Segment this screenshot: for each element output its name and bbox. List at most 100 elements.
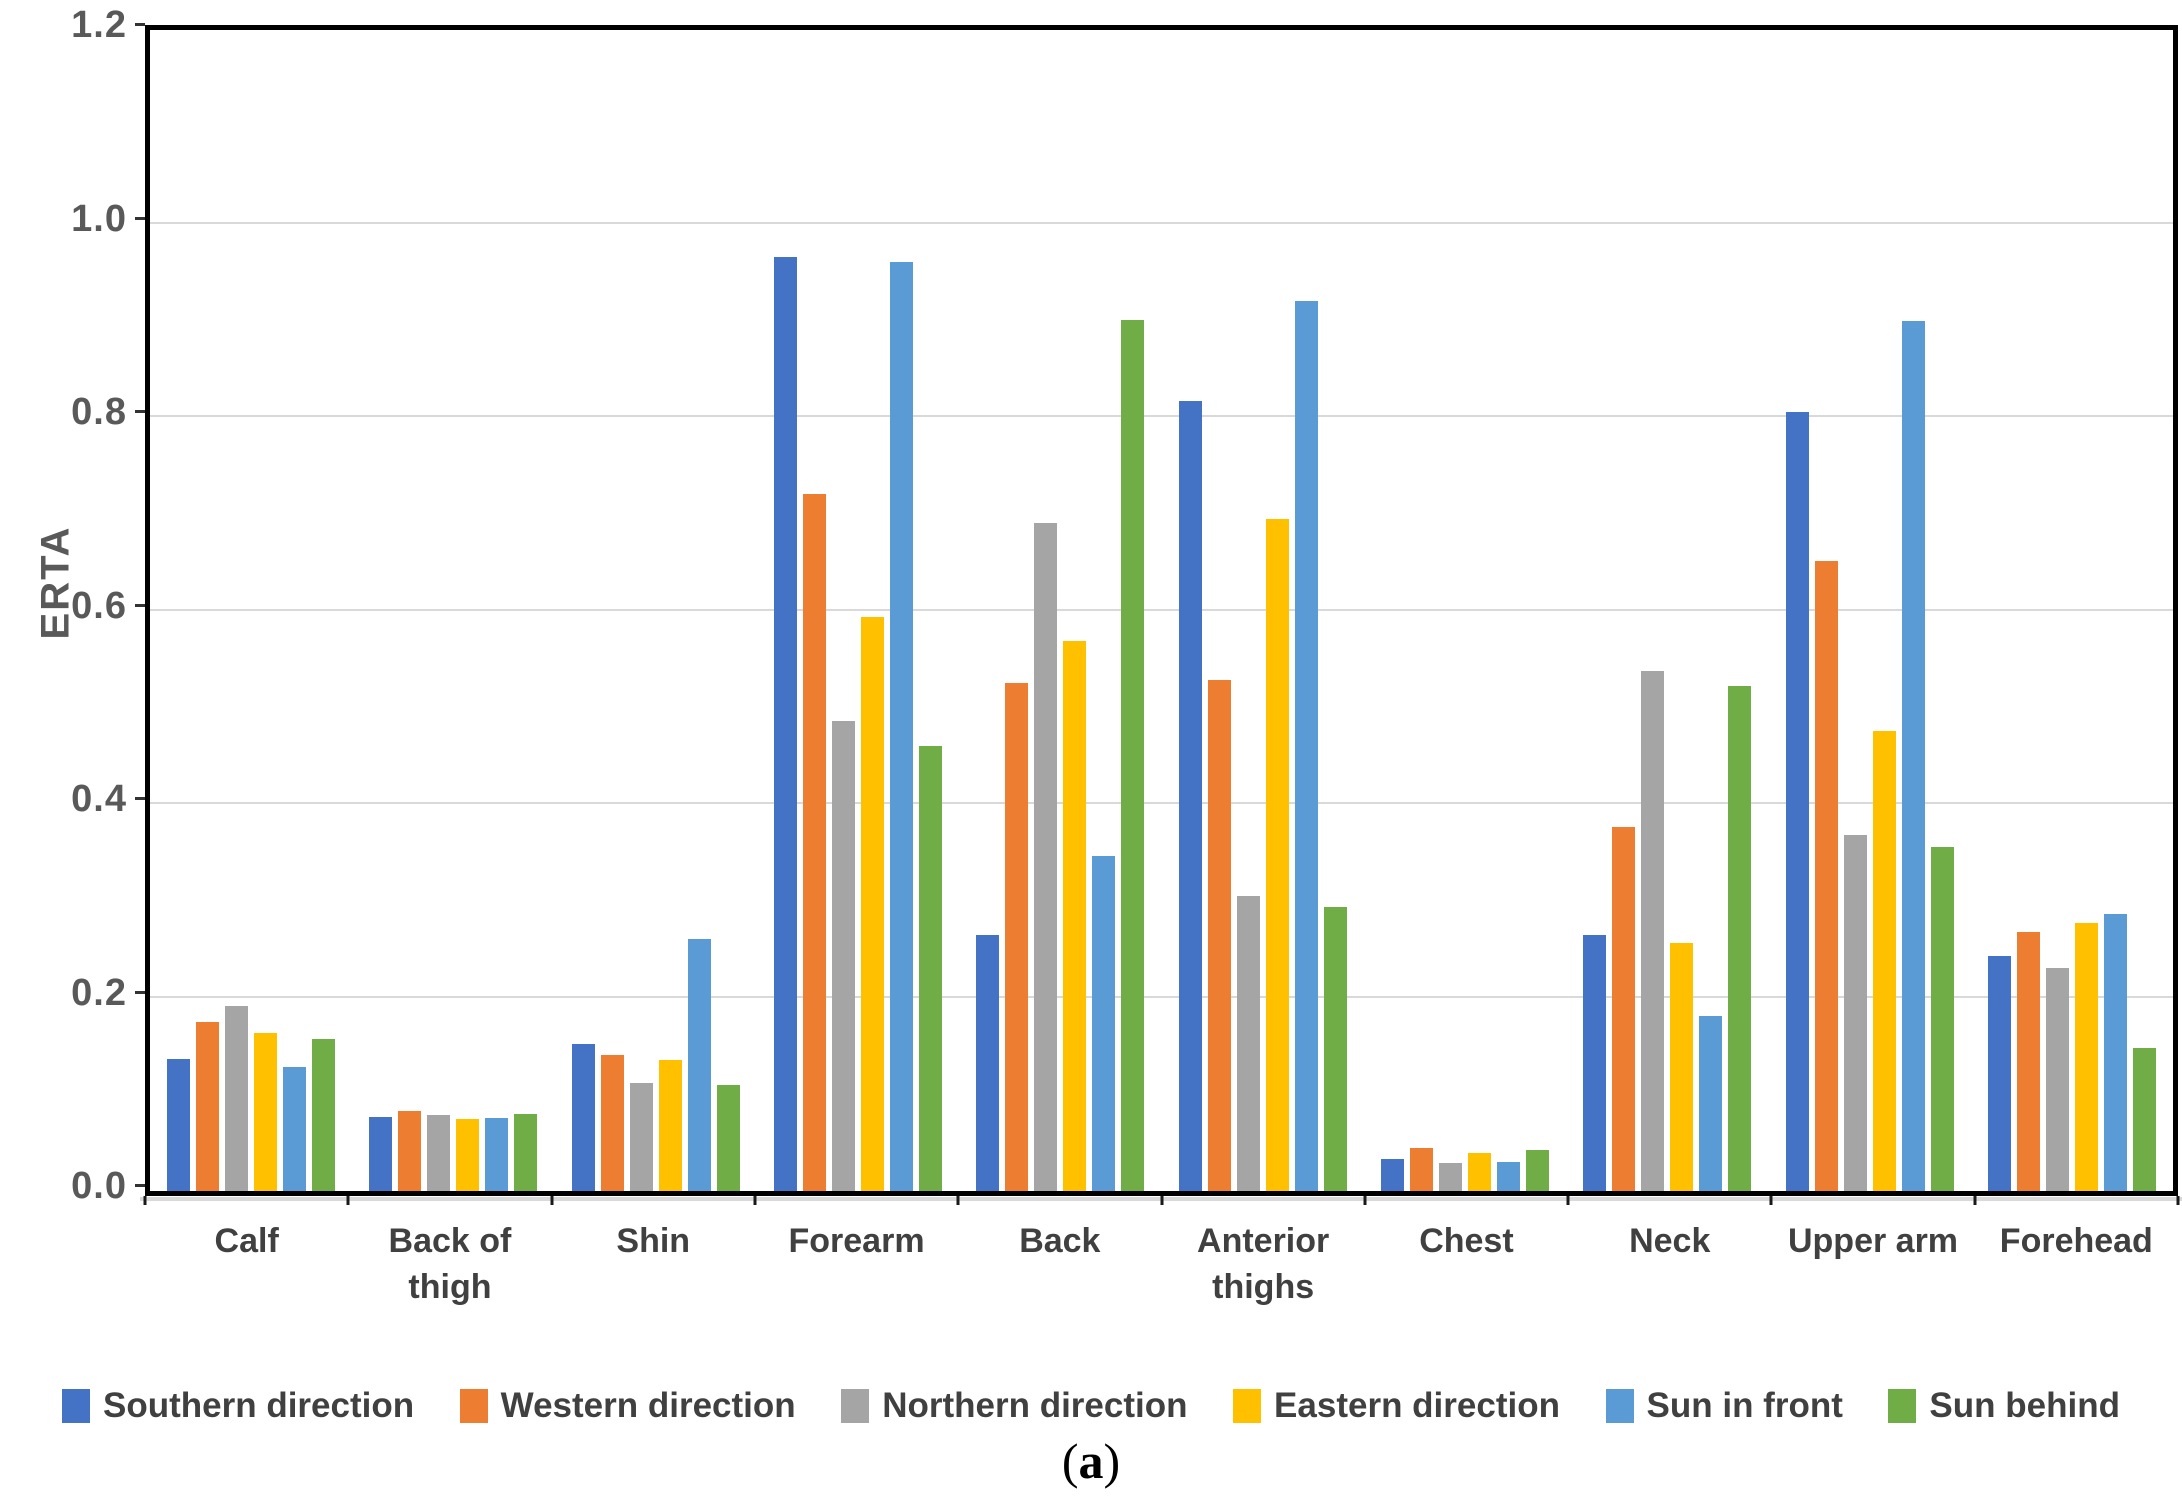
- bar-anterior-thighs-sun-in-front: [1294, 300, 1318, 1191]
- bar-forehead-northern-direction: [2045, 968, 2069, 1191]
- legend-label-sun-behind: Sun behind: [1929, 1386, 2120, 1425]
- bar-chest-southern-direction: [1380, 1159, 1404, 1191]
- bar-calf-eastern-direction: [254, 1033, 278, 1191]
- bar-forearm-southern-direction: [774, 257, 798, 1191]
- legend-swatch-southern-direction: [62, 1389, 90, 1423]
- y-axis-tick-marks: [133, 23, 145, 1187]
- bar-back-sun-in-front: [1092, 856, 1116, 1191]
- legend-label-eastern-direction: Eastern direction: [1274, 1386, 1560, 1425]
- category-group-back-of-thigh: [352, 30, 554, 1191]
- x-label-back-of-thigh: Back of thigh: [348, 1218, 551, 1310]
- x-label-anterior-thighs: Anterior thighs: [1161, 1218, 1364, 1310]
- y-tick-label-0.8: 0.8: [71, 391, 127, 433]
- bar-shin-northern-direction: [629, 1082, 653, 1191]
- y-tick-mark-0.2: [135, 990, 145, 994]
- x-axis-category-labels: Calf Back of thigh Shin Forearm Back Anterior t…: [145, 1218, 2178, 1310]
- bar-back-southern-direction: [976, 934, 1000, 1191]
- bar-back-northern-direction: [1034, 523, 1058, 1191]
- gridline-0.6: [150, 608, 2173, 611]
- legend-item-eastern-direction: Eastern direction: [1233, 1386, 1560, 1426]
- x-label-upper-arm: Upper arm: [1771, 1218, 1974, 1310]
- x-label-line: thigh: [408, 1268, 492, 1306]
- bar-forehead-western-direction: [2016, 931, 2040, 1191]
- x-tick-mark-4: [956, 1196, 960, 1205]
- caption-letter: a: [1078, 1433, 1104, 1489]
- bar-upper-arm-western-direction: [1814, 561, 1838, 1191]
- bar-forearm-eastern-direction: [861, 617, 885, 1191]
- bar-calf-northern-direction: [225, 1006, 249, 1191]
- bar-back-western-direction: [1005, 683, 1029, 1191]
- y-tick-mark-0.8: [135, 410, 145, 414]
- legend-swatch-eastern-direction: [1233, 1389, 1262, 1423]
- bar-upper-arm-southern-direction: [1785, 412, 1809, 1191]
- category-group-neck: [1566, 30, 1768, 1191]
- gridlines-layer: [150, 30, 2173, 1191]
- legend-label-northern-direction: Northern direction: [882, 1386, 1188, 1425]
- legend-item-sun-in-front: Sun in front: [1605, 1386, 1843, 1426]
- legend-label-western-direction: Western direction: [500, 1386, 796, 1425]
- gridline-0.4: [150, 802, 2173, 804]
- category-group-forehead: [1971, 30, 2173, 1191]
- x-label-line: Calf: [214, 1222, 279, 1260]
- legend-item-northern-direction: Northern direction: [841, 1386, 1188, 1426]
- x-tick-mark-1: [346, 1196, 350, 1205]
- category-group-upper-arm: [1768, 30, 1970, 1191]
- x-label-back: Back: [958, 1218, 1161, 1310]
- bar-back-of-thigh-sun-in-front: [485, 1118, 509, 1191]
- category-group-chest: [1364, 30, 1566, 1191]
- x-axis-tick-marks: [143, 1196, 2180, 1206]
- bar-neck-northern-direction: [1641, 670, 1665, 1191]
- bar-neck-southern-direction: [1583, 934, 1607, 1191]
- x-label-line: thighs: [1212, 1268, 1315, 1306]
- bar-back-sun-behind: [1121, 320, 1145, 1191]
- bar-anterior-thighs-eastern-direction: [1265, 518, 1289, 1191]
- gridline-0.2: [150, 995, 2173, 998]
- bar-shin-southern-direction: [571, 1043, 595, 1191]
- x-tick-mark-8: [1769, 1196, 1773, 1205]
- bar-back-of-thigh-northern-direction: [427, 1114, 451, 1191]
- x-tick-mark-10: [2176, 1196, 2180, 1205]
- y-axis-tick-labels: 0.0 0.2 0.4 0.6 0.8 1.0 1.2: [0, 6, 127, 1205]
- x-label-shin: Shin: [552, 1218, 755, 1310]
- y-tick-label-0.4: 0.4: [71, 778, 127, 820]
- bar-forearm-northern-direction: [832, 720, 856, 1191]
- category-group-back: [959, 30, 1161, 1191]
- bar-anterior-thighs-southern-direction: [1178, 400, 1202, 1191]
- bars-layer: [150, 30, 2173, 1191]
- category-group-forearm: [757, 30, 959, 1191]
- y-tick-mark-0.0: [135, 1184, 145, 1187]
- bar-chest-northern-direction: [1438, 1162, 1462, 1191]
- bar-back-eastern-direction: [1063, 641, 1087, 1191]
- y-tick-label-0.0: 0.0: [71, 1165, 127, 1207]
- bar-back-of-thigh-southern-direction: [369, 1117, 393, 1191]
- x-label-line: Forearm: [788, 1222, 925, 1260]
- x-label-line: Anterior: [1197, 1222, 1330, 1260]
- y-tick-label-0.6: 0.6: [71, 584, 127, 627]
- bar-forearm-western-direction: [803, 494, 827, 1191]
- bar-calf-sun-behind: [312, 1039, 336, 1191]
- figure-caption: (a): [0, 1432, 2182, 1490]
- bar-neck-sun-behind: [1728, 685, 1752, 1191]
- legend-swatch-western-direction: [459, 1389, 488, 1423]
- legend-label-southern-direction: Southern direction: [103, 1386, 415, 1425]
- legend-swatch-northern-direction: [841, 1389, 870, 1423]
- bar-neck-western-direction: [1612, 827, 1636, 1191]
- legend-item-sun-behind: Sun behind: [1888, 1386, 2120, 1426]
- bar-back-of-thigh-eastern-direction: [456, 1119, 480, 1191]
- bar-anterior-thighs-western-direction: [1207, 680, 1231, 1191]
- category-group-calf: [150, 30, 352, 1191]
- bar-shin-sun-behind: [716, 1084, 740, 1191]
- bar-forearm-sun-in-front: [890, 262, 914, 1191]
- bar-forehead-eastern-direction: [2074, 923, 2098, 1191]
- x-label-forehead: Forehead: [1975, 1218, 2178, 1310]
- category-group-anterior-thighs: [1161, 30, 1363, 1191]
- legend-swatch-sun-in-front: [1605, 1389, 1634, 1423]
- plot-area: [145, 25, 2178, 1196]
- bar-calf-sun-in-front: [283, 1067, 307, 1191]
- bar-anterior-thighs-northern-direction: [1236, 895, 1260, 1191]
- x-tick-mark-0: [143, 1196, 147, 1205]
- x-label-line: Shin: [616, 1222, 691, 1260]
- bar-shin-eastern-direction: [658, 1060, 682, 1191]
- bar-shin-western-direction: [600, 1054, 624, 1191]
